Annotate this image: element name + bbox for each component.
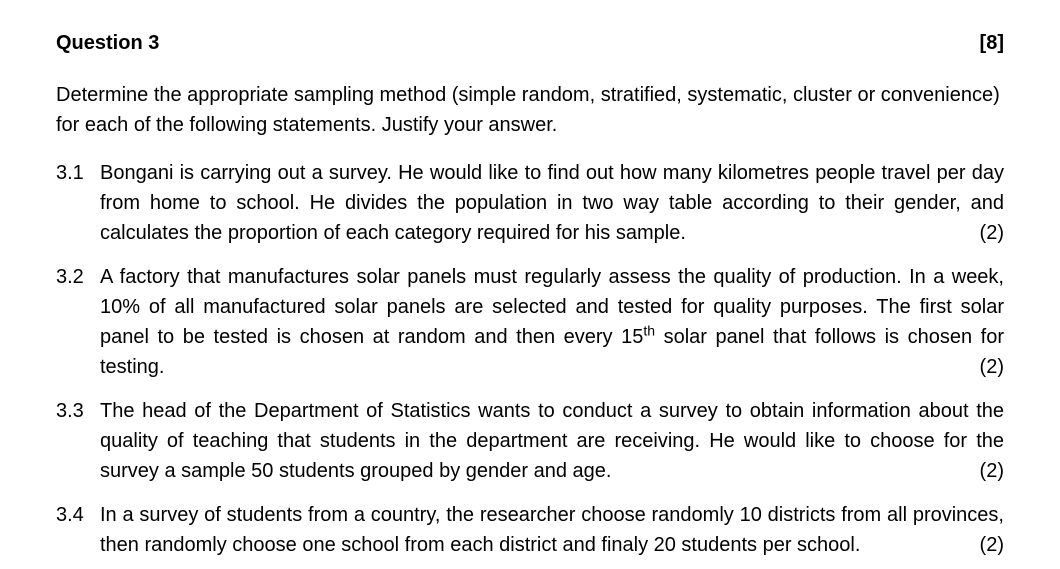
question-intro: Determine the appropriate sampling metho… xyxy=(56,80,1004,140)
question-item: 3.3 The head of the Department of Statis… xyxy=(56,396,1004,486)
question-item: 3.1 Bongani is carrying out a survey. He… xyxy=(56,158,1004,248)
item-number: 3.3 xyxy=(56,396,100,486)
item-number: 3.1 xyxy=(56,158,100,248)
item-number: 3.4 xyxy=(56,500,100,560)
question-page: Question 3 [8] Determine the appropriate… xyxy=(0,0,1060,569)
item-text: The head of the Department of Statistics… xyxy=(100,400,1004,482)
item-marks: (2) xyxy=(980,218,1004,248)
item-body: In a survey of students from a country, … xyxy=(100,500,1004,560)
item-number: 3.2 xyxy=(56,262,100,382)
question-item: 3.4 In a survey of students from a count… xyxy=(56,500,1004,560)
item-marks: (2) xyxy=(980,530,1004,560)
question-item: 3.2 A factory that manufactures solar pa… xyxy=(56,262,1004,382)
question-items: 3.1 Bongani is carrying out a survey. He… xyxy=(56,158,1004,560)
item-marks: (2) xyxy=(980,352,1004,382)
item-body: A factory that manufactures solar panels… xyxy=(100,262,1004,382)
item-marks: (2) xyxy=(980,456,1004,486)
item-body: The head of the Department of Statistics… xyxy=(100,396,1004,486)
question-title: Question 3 xyxy=(56,28,159,58)
question-total-marks: [8] xyxy=(980,28,1004,58)
item-text: In a survey of students from a country, … xyxy=(100,504,1004,556)
item-text-sup: th xyxy=(643,322,655,338)
item-text: Bongani is carrying out a survey. He wou… xyxy=(100,162,1004,244)
item-body: Bongani is carrying out a survey. He wou… xyxy=(100,158,1004,248)
question-header: Question 3 [8] xyxy=(56,28,1004,58)
